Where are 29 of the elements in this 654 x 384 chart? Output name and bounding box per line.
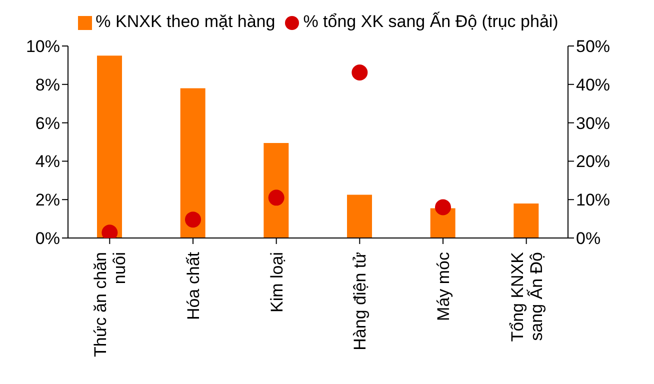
x-tick-label: Thức ăn chăn nuôi [91,252,130,357]
y2-tick-label: 20% [576,152,610,172]
point [435,199,451,216]
bar [180,88,206,238]
point [185,212,201,228]
y2-tick-label: 30% [576,114,610,133]
bar [264,142,289,238]
y2-tick-label: 0% [576,229,601,248]
y-tick-label: 4% [35,152,60,172]
x-tick-label: Hóa chất [184,252,203,320]
legend-label: % tổng XK sang Ấn Độ (trục phải) [303,12,558,31]
x-tick-label: Máy móc [434,252,453,321]
point [268,190,284,206]
x-tick-label: Hàng điện tử [350,252,370,350]
legend-label: % KNXK theo mặt hàng [96,12,276,31]
y-tick-label: 10% [26,37,60,56]
y-tick-label: 2% [35,190,60,210]
y-tick-label: 0% [35,229,60,248]
bar [514,203,539,238]
y2-tick-label: 40% [576,75,610,94]
bar [97,56,122,238]
y-tick-label: 8% [35,75,60,94]
y2-tick-label: 50% [576,37,610,56]
y2-tick-label: 10% [576,190,610,210]
x-tick-label: Kim loại [267,252,286,312]
x-tick-label: Tổng KNXK sang Ấn Độ [508,251,546,342]
point [352,64,368,80]
bar [347,194,372,238]
y-tick-label: 6% [35,114,60,133]
